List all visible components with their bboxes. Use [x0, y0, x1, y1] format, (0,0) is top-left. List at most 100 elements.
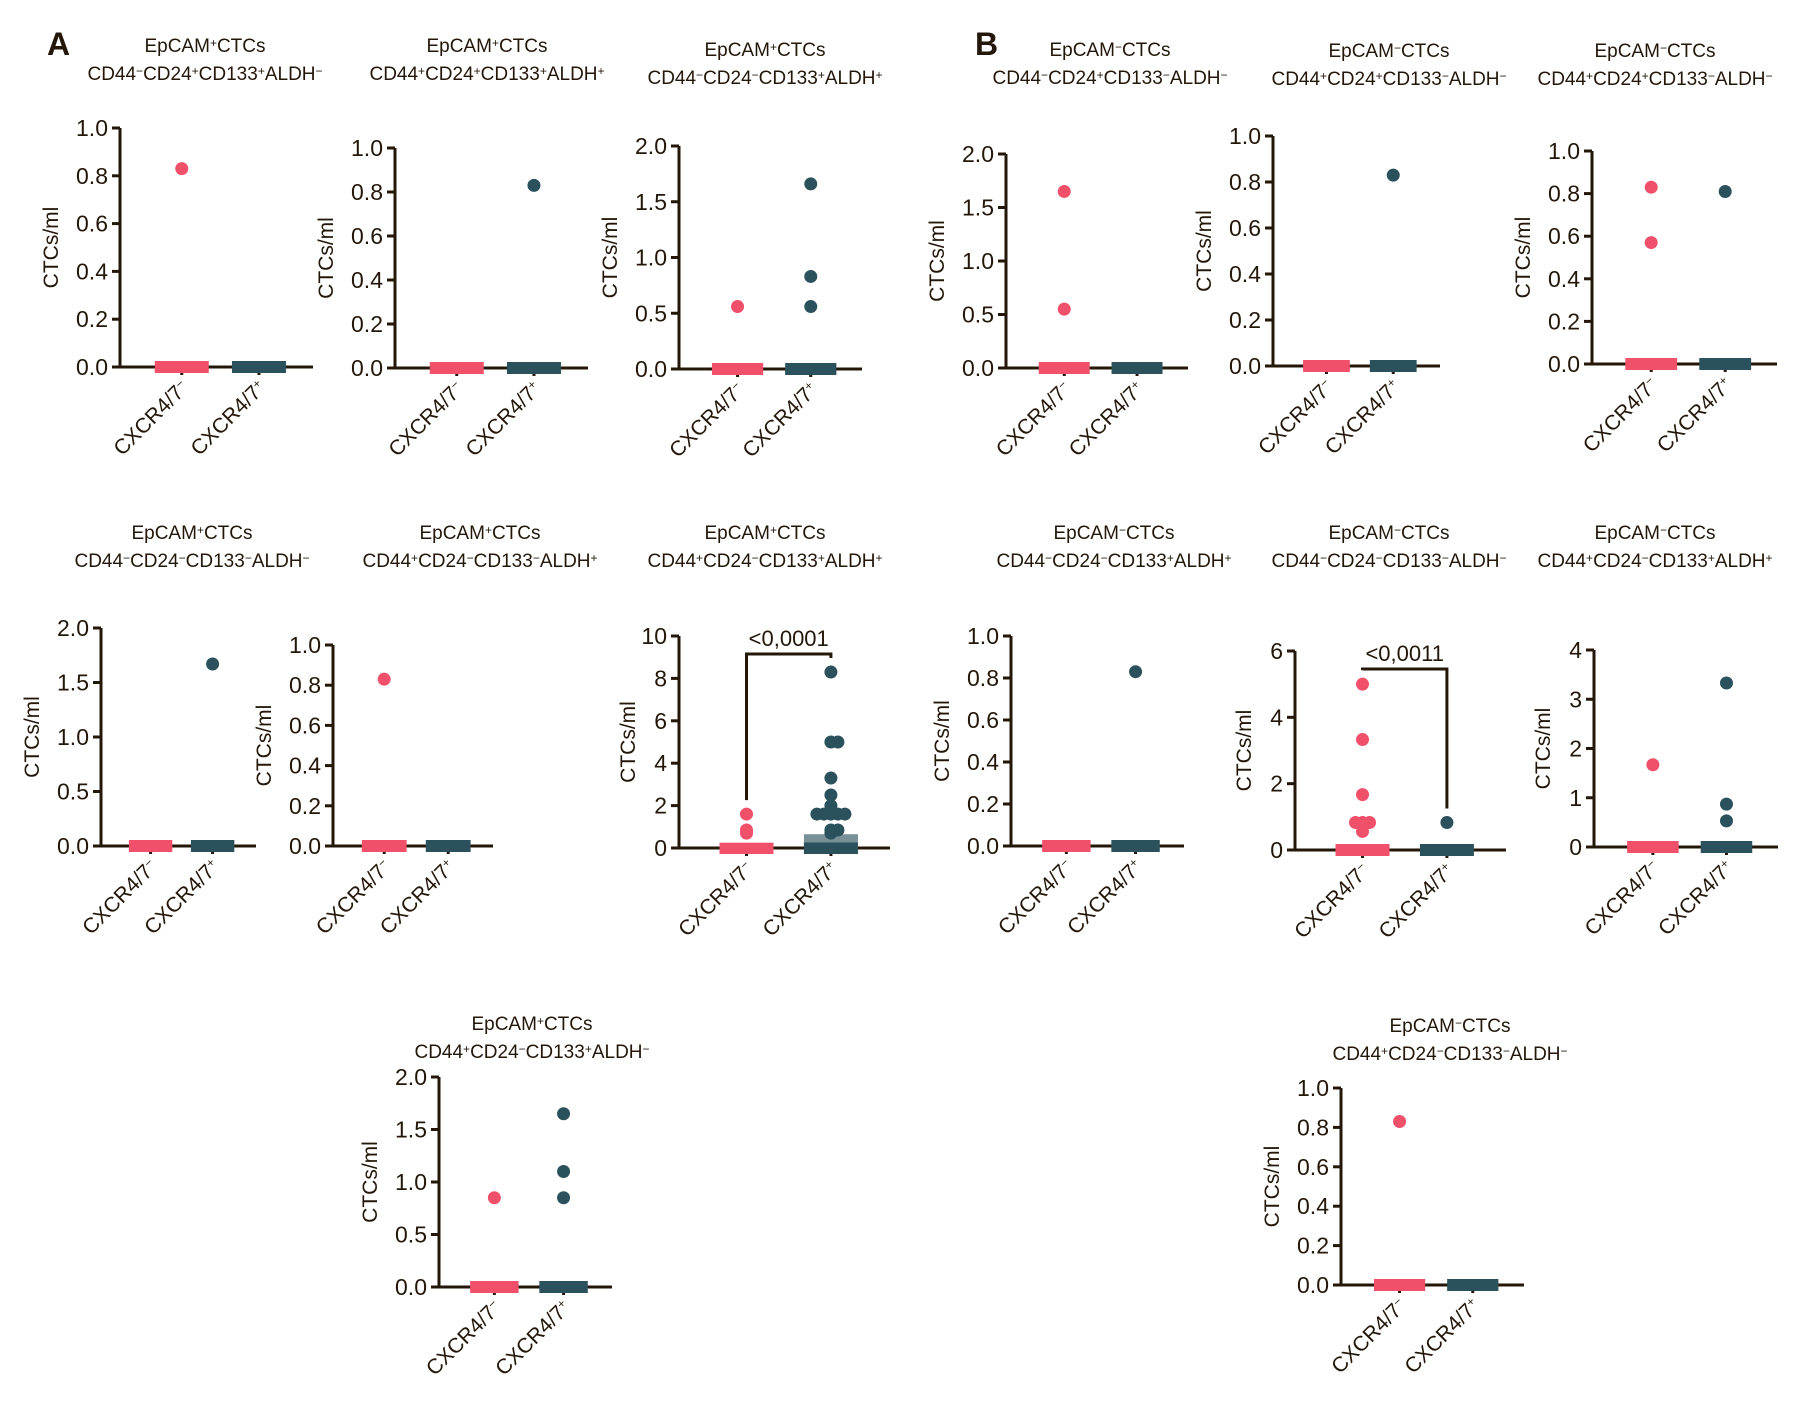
x-category-label: CXCR4/7− — [384, 377, 468, 461]
plot-title-line2: CD44+CD24−CD133−ALDH+ — [362, 551, 597, 572]
p-value-label: <0,0011 — [1365, 641, 1444, 666]
y-tick-label: 0.5 — [635, 300, 667, 326]
data-point — [1057, 184, 1071, 198]
y-tick-label: 4 — [1270, 704, 1283, 730]
y-tick-label: 0 — [1270, 837, 1283, 863]
median-bar — [506, 362, 561, 374]
x-category-label: CXCR4/7+ — [462, 377, 546, 461]
y-tick-label: 2.0 — [962, 141, 994, 167]
data-point — [1440, 815, 1454, 829]
x-category-label: CXCR4/7− — [1579, 373, 1663, 457]
plot-title-line2: CD44+CD24+CD133+ALDH+ — [369, 64, 604, 85]
data-point — [1644, 180, 1658, 194]
summary-bar — [803, 842, 858, 854]
data-point — [1129, 665, 1143, 679]
y-tick-label: 0.4 — [967, 749, 999, 775]
x-category-label: CXCR4/7− — [665, 378, 749, 462]
x-category-label: CXCR4/7− — [1290, 859, 1374, 943]
median-bar — [154, 361, 209, 373]
y-tick-label: 0.0 — [351, 355, 383, 381]
data-point — [740, 807, 754, 821]
y-tick-label: 0.4 — [76, 258, 108, 284]
y-tick-label: 0.5 — [57, 779, 89, 805]
median-bar — [1625, 358, 1678, 370]
y-axis-label: CTCs/ml — [1532, 708, 1555, 790]
plot-panel-b1: EpCAM−CTCs CD44−CD24+CD133−ALDH− 0.0 0.5 1.0… — [926, 40, 1228, 462]
x-category-label: CXCR4/7− — [674, 857, 758, 941]
median-bar — [785, 363, 837, 375]
plot-title-line2: CD44+CD24+CD133−ALDH− — [1271, 69, 1506, 90]
plot-panel-a5: EpCAM+CTCs CD44+CD24−CD133−ALDH+ 0.0 0.2 0.4… — [253, 523, 598, 940]
y-tick-label: 1.0 — [635, 245, 667, 271]
y-tick-label: 1.0 — [1297, 1075, 1329, 1101]
y-tick-label: 0.2 — [76, 306, 108, 332]
plot-title-line2: CD44+CD24−CD133−ALDH− — [1332, 1044, 1567, 1065]
plot-panel-a1: EpCAM+CTCs CD44−CD24+CD133+ALDH− 0.0 0.2 0.4… — [40, 36, 323, 461]
data-point — [175, 162, 189, 176]
y-tick-label: 2.0 — [635, 133, 667, 159]
median-bar — [128, 840, 173, 852]
x-category-label: CXCR4/7+ — [1400, 1294, 1484, 1378]
plot-title-line1: EpCAM+CTCs — [426, 36, 547, 57]
data-point — [804, 269, 818, 283]
median-bar — [1419, 844, 1474, 856]
plot-title-line1: EpCAM−CTCs — [1328, 41, 1449, 62]
y-axis-label: CTCs/ml — [1261, 1146, 1284, 1228]
median-bar — [1369, 360, 1417, 372]
y-tick-label: 1.0 — [967, 623, 999, 649]
plot-title-line2: CD44+CD24−CD133+ALDH+ — [1537, 551, 1772, 572]
plot-panel-a6: EpCAM+CTCs CD44+CD24−CD133+ALDH+ 0 2 4 6 8 10 CT… — [617, 523, 890, 941]
y-axis-label: CTCs/ml — [315, 217, 338, 299]
median-bar — [470, 1281, 519, 1293]
data-point — [487, 1191, 501, 1205]
y-axis-label: CTCs/ml — [359, 1141, 382, 1223]
y-tick-label: 0.0 — [76, 354, 108, 380]
median-bar — [425, 840, 471, 852]
y-tick-label: 0.0 — [962, 355, 994, 381]
y-tick-label: 1.5 — [57, 670, 89, 696]
data-point — [1386, 168, 1400, 182]
data-point — [557, 1165, 571, 1178]
x-category-label: CXCR4/7− — [1327, 1294, 1411, 1378]
y-tick-label: 0.0 — [1297, 1272, 1329, 1298]
median-bar — [231, 361, 286, 373]
y-tick-label: 2 — [1569, 736, 1582, 762]
y-tick-label: 0 — [654, 835, 667, 861]
y-tick-label: 1.0 — [395, 1169, 427, 1195]
plot-title-line2: CD44−CD24−CD133+ALDH+ — [647, 68, 882, 89]
y-tick-label: 0.4 — [351, 267, 383, 293]
y-tick-label: 4 — [654, 750, 667, 776]
plot-panel-b3: EpCAM−CTCs CD44+CD24+CD133−ALDH− 0.0 0.2 0.4… — [1512, 41, 1777, 457]
plot-title-line1: EpCAM+CTCs — [471, 1014, 592, 1035]
x-category-label: CXCR4/7− — [994, 855, 1078, 939]
y-tick-label: 1.0 — [351, 135, 383, 161]
y-tick-label: 0.2 — [289, 793, 321, 819]
y-tick-label: 0.2 — [1548, 308, 1580, 334]
data-point — [824, 788, 838, 802]
data-point — [804, 300, 818, 314]
y-tick-label: 1.5 — [395, 1117, 427, 1143]
y-axis-label: CTCs/ml — [40, 207, 63, 289]
x-category-label: CXCR4/7+ — [187, 376, 271, 460]
plot-title-line1: EpCAM+CTCs — [704, 523, 825, 544]
y-tick-label: 1.0 — [1548, 138, 1580, 164]
data-point — [831, 735, 845, 749]
data-point — [1356, 677, 1370, 691]
data-point — [740, 826, 754, 840]
median-bar — [1627, 841, 1679, 853]
significance-bracket — [1361, 667, 1449, 809]
median-bar — [361, 840, 407, 852]
y-tick-label: 0.6 — [1229, 215, 1261, 241]
y-tick-label: 0.2 — [1229, 307, 1261, 333]
y-tick-label: 3 — [1569, 686, 1582, 712]
y-tick-label: 0.5 — [962, 302, 994, 328]
y-tick-label: 0.8 — [967, 665, 999, 691]
x-category-label: CXCR4/7− — [109, 376, 193, 460]
y-tick-label: 1.0 — [289, 632, 321, 658]
data-point — [377, 672, 391, 686]
y-tick-label: 0.6 — [967, 707, 999, 733]
y-tick-label: 0.2 — [967, 791, 999, 817]
plot-panel-a7: EpCAM+CTCs CD44+CD24−CD133+ALDH− 0.0 0.5 1.0… — [359, 1014, 650, 1381]
plot-panel-a2: EpCAM+CTCs CD44+CD24+CD133+ALDH+ 0.0 0.2 0.4… — [315, 36, 605, 462]
y-tick-label: 1.0 — [57, 724, 89, 750]
